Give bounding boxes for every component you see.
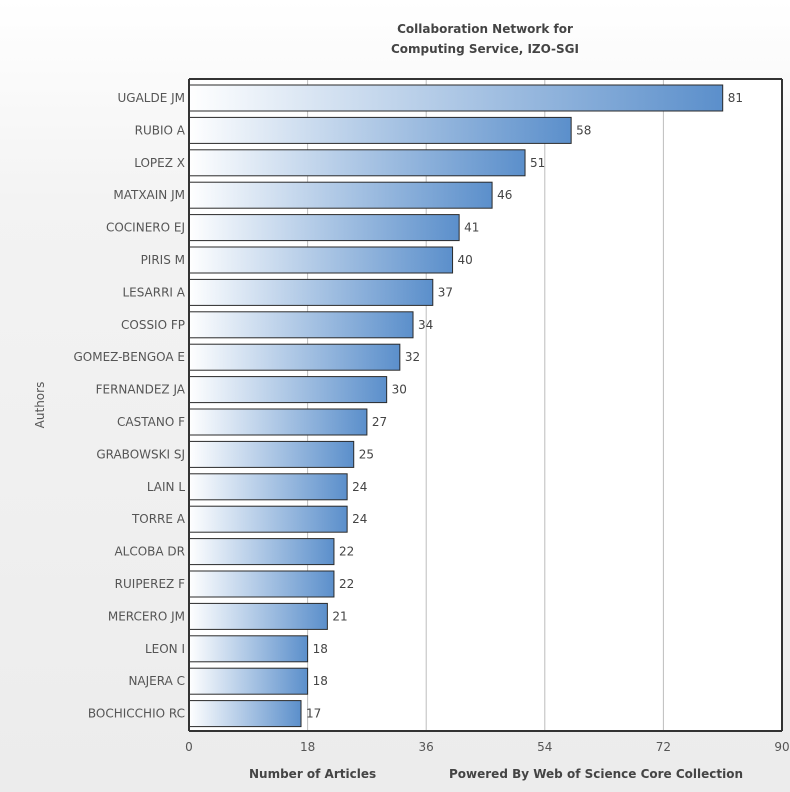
- category-label: NAJERA C: [128, 674, 185, 688]
- category-label: COSSIO FP: [121, 318, 185, 332]
- x-tick-label: 0: [185, 740, 193, 754]
- value-label: 51: [530, 156, 545, 170]
- value-label: 24: [352, 480, 367, 494]
- category-label: RUBIO A: [135, 123, 186, 137]
- value-label: 81: [728, 91, 743, 105]
- chart-title-line-2: Computing Service, IZO-SGI: [391, 42, 579, 56]
- category-label: CASTANO F: [117, 415, 185, 429]
- chart-title-line-1: Collaboration Network for: [397, 22, 573, 36]
- axes: [188, 78, 783, 732]
- bar: [188, 602, 328, 630]
- bar: [188, 278, 434, 306]
- category-label: MATXAIN JM: [113, 188, 185, 202]
- value-label: 37: [438, 285, 453, 299]
- credit-text: Powered By Web of Science Core Collectio…: [449, 767, 744, 781]
- x-tick-label: 36: [419, 740, 434, 754]
- x-tick-label: 90: [774, 740, 789, 754]
- bar: [188, 473, 348, 501]
- category-label: LEON I: [145, 642, 185, 656]
- bar: [188, 570, 335, 598]
- plot-area: [189, 79, 782, 731]
- bar: [188, 84, 724, 112]
- value-label: 18: [313, 674, 328, 688]
- category-label: LAIN L: [147, 480, 186, 494]
- bar: [188, 343, 401, 371]
- value-label: 34: [418, 318, 433, 332]
- value-label: 32: [405, 350, 420, 364]
- category-label: LESARRI A: [122, 285, 185, 299]
- value-label: 22: [339, 545, 354, 559]
- bar: [188, 181, 493, 209]
- bar: [188, 440, 355, 468]
- bar: [188, 149, 526, 177]
- y-axis-title: Authors: [33, 382, 47, 429]
- category-label: UGALDE JM: [117, 91, 185, 105]
- bar: [188, 667, 309, 695]
- bar: [188, 376, 388, 404]
- value-label: 46: [497, 188, 512, 202]
- bar: [188, 538, 335, 566]
- bar: [188, 408, 368, 436]
- category-label: COCINERO EJ: [106, 221, 185, 235]
- value-label: 17: [306, 707, 321, 721]
- x-tick-label: 54: [537, 740, 552, 754]
- value-label: 58: [576, 123, 591, 137]
- bar: [188, 700, 302, 728]
- value-label: 18: [313, 642, 328, 656]
- x-tick-label: 18: [300, 740, 315, 754]
- category-label: BOCHICCHIO RC: [88, 707, 185, 721]
- category-label: GOMEZ-BENGOA E: [73, 350, 185, 364]
- bar: [188, 311, 414, 339]
- bar: [188, 116, 572, 144]
- category-label: ALCOBA DR: [114, 545, 185, 559]
- bar: [188, 214, 460, 242]
- value-label: 24: [352, 512, 367, 526]
- value-label: 27: [372, 415, 387, 429]
- value-label: 21: [332, 609, 347, 623]
- x-axis-title: Number of Articles: [249, 767, 377, 781]
- value-label: 40: [458, 253, 473, 267]
- category-label: PIRIS M: [141, 253, 185, 267]
- category-label: MERCERO JM: [108, 609, 185, 623]
- category-label: GRABOWSKI SJ: [96, 447, 185, 461]
- bar: [188, 246, 454, 274]
- value-label: 25: [359, 447, 374, 461]
- labels: 0 18 36 54 72 90 UGALDE JM 81 RUBIO A 58 LOPEZ X 51…: [73, 91, 789, 754]
- category-label: RUIPEREZ F: [115, 577, 185, 591]
- category-label: LOPEZ X: [134, 156, 185, 170]
- value-label: 41: [464, 221, 479, 235]
- value-label: 22: [339, 577, 354, 591]
- bars: [188, 84, 724, 728]
- bar: [188, 505, 348, 533]
- x-tick-label: 72: [656, 740, 671, 754]
- value-label: 30: [392, 383, 407, 397]
- bar: [188, 635, 309, 663]
- category-label: TORRE A: [131, 512, 186, 526]
- category-label: FERNANDEZ JA: [96, 383, 186, 397]
